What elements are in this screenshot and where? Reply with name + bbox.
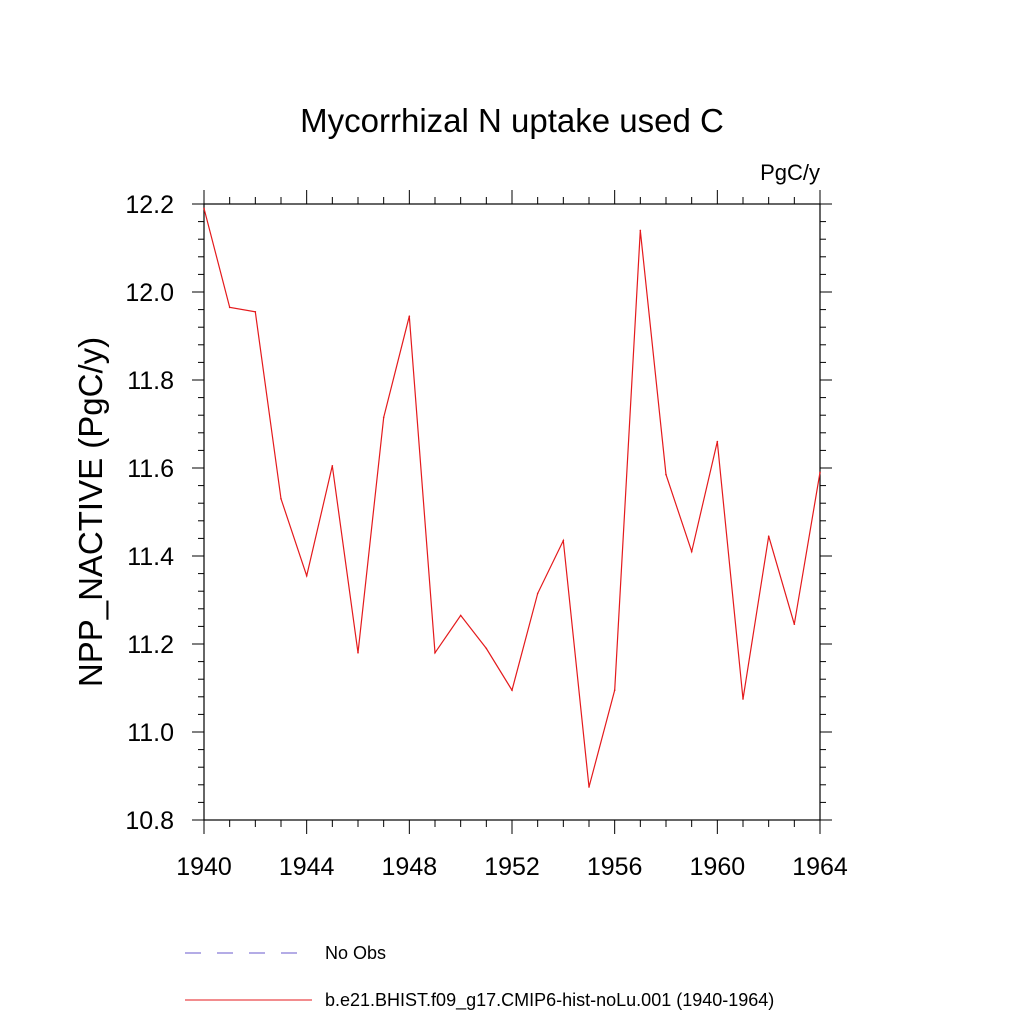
data-point <box>742 698 744 700</box>
data-point <box>382 416 385 419</box>
y-tick-label: 12.2 <box>125 191 174 219</box>
plot-frame <box>203 203 821 821</box>
x-tick-label: 1940 <box>176 853 232 881</box>
data-point <box>639 229 642 232</box>
y-tick-label: 11.4 <box>127 543 174 571</box>
data-point <box>459 614 462 617</box>
data-point <box>228 306 231 309</box>
series-line <box>203 208 821 788</box>
data-point <box>485 647 488 650</box>
legend-label: b.e21.BHIST.f09_g17.CMIP6-hist-noLu.001 … <box>325 990 774 1011</box>
data-point <box>613 689 616 691</box>
data-point <box>305 575 308 577</box>
x-tick-label: 1956 <box>587 853 643 881</box>
data-point <box>562 539 565 542</box>
series-layer <box>203 207 821 788</box>
data-point <box>536 592 539 595</box>
x-tick-label: 1952 <box>484 853 540 881</box>
y-tick-label: 11.2 <box>127 631 174 659</box>
chart-title: Mycorrhizal N uptake used C <box>300 102 724 139</box>
data-point <box>690 550 693 553</box>
legend-label: No Obs <box>325 943 386 963</box>
x-tick-label: 1944 <box>279 853 335 881</box>
y-tick-label: 11.0 <box>127 719 174 747</box>
data-point <box>280 498 282 500</box>
y-tick-label: 11.6 <box>127 455 174 483</box>
data-point <box>254 311 257 313</box>
data-point <box>331 465 334 467</box>
data-point <box>716 440 719 443</box>
legend: No Obs b.e21.BHIST.f09_g17.CMIP6-hist-noL… <box>185 943 774 1011</box>
units-label: PgC/y <box>760 160 820 185</box>
data-point <box>203 207 205 210</box>
data-point <box>511 689 513 691</box>
y-tick-label: 10.8 <box>125 807 174 835</box>
y-tick-label: 11.8 <box>127 367 174 395</box>
data-point <box>357 652 359 654</box>
data-point <box>588 786 590 788</box>
data-point <box>819 471 821 474</box>
data-point <box>408 315 411 318</box>
data-point <box>767 535 770 537</box>
y-axis-label: NPP_NACTIVE (PgC/y) <box>72 337 109 687</box>
x-axis: 1940 1944 1948 1952 1956 1960 1964 <box>176 190 848 881</box>
data-point <box>434 652 436 654</box>
x-tick-label: 1960 <box>690 853 746 881</box>
x-tick-label: 1948 <box>382 853 438 881</box>
x-tick-label: 1964 <box>792 853 848 881</box>
y-tick-label: 12.0 <box>125 279 174 307</box>
data-point <box>793 623 796 625</box>
data-point <box>665 473 667 476</box>
y-axis: 10.8 11.0 11.2 11.4 11.6 11.8 12.0 12.2 <box>125 191 832 835</box>
